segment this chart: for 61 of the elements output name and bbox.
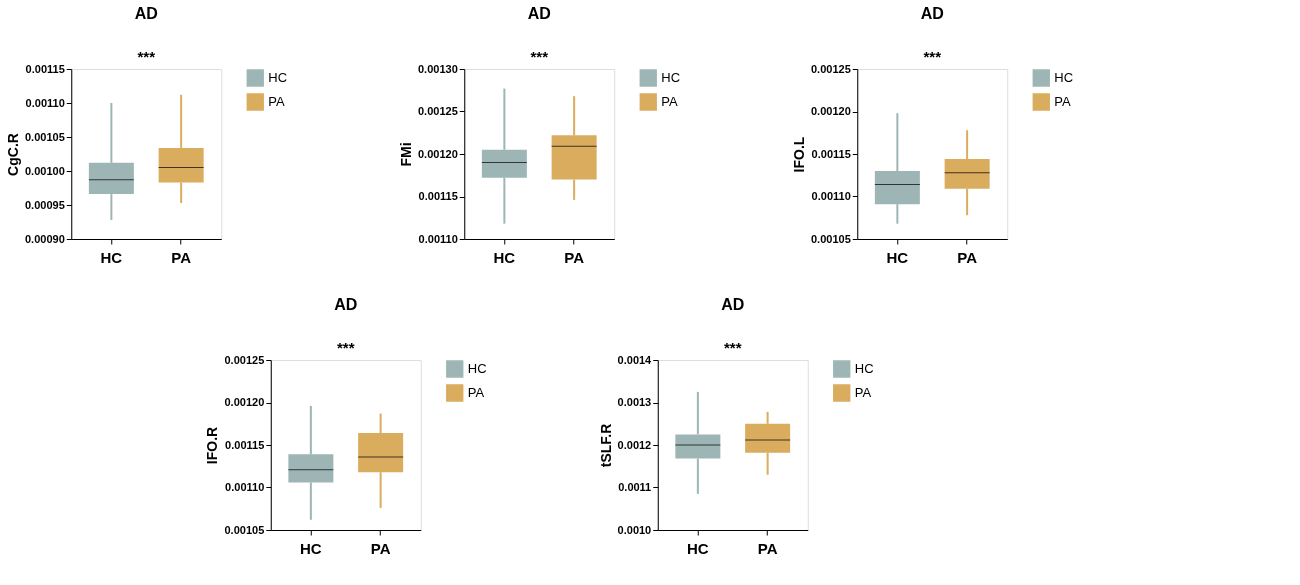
- y-axis-title: FMi: [397, 142, 414, 167]
- x-tick-label: HC: [493, 248, 516, 266]
- y-tick-label: 0.00120: [417, 147, 458, 160]
- y-tick-label: 0.00110: [418, 232, 458, 245]
- legend-label: PA: [467, 385, 485, 400]
- legend-label: HC: [268, 70, 288, 85]
- chart-title: AD: [920, 5, 944, 22]
- text: ***: [530, 48, 549, 65]
- y-tick-label: 0.00115: [25, 62, 65, 75]
- text: ***: [137, 48, 156, 65]
- y-tick-label: 0.00110: [225, 481, 265, 493]
- text: ***: [723, 339, 742, 356]
- y-tick-label: 0.00120: [224, 396, 265, 408]
- y-tick-label: 0.00105: [24, 130, 65, 143]
- legend-label: HC: [1054, 70, 1074, 85]
- y-tick-label: 0.00120: [810, 105, 851, 117]
- y-tick-label: 0.00125: [417, 105, 458, 117]
- y-tick-label: 0.0011: [618, 481, 652, 493]
- chart-title: AD: [334, 296, 358, 313]
- y-tick-label: 0.0014: [617, 353, 653, 366]
- text: ***: [336, 339, 355, 356]
- x-tick-label: HC: [687, 539, 709, 557]
- y-tick-label: 0.00105: [810, 232, 851, 245]
- legend-label: HC: [854, 361, 874, 376]
- y-tick-label: 0.00125: [224, 353, 265, 366]
- x-tick-label: HC: [100, 248, 123, 266]
- y-tick-label: 0.00115: [418, 190, 458, 202]
- y-tick-label: 0.00105: [224, 523, 265, 536]
- chart-title: AD: [721, 296, 745, 313]
- y-tick-label: 0.00095: [24, 198, 65, 211]
- y-tick-label: 0.0013: [617, 396, 652, 408]
- y-axis-title: IFO.R: [204, 426, 221, 465]
- x-tick-label: HC: [886, 248, 909, 266]
- chart-title: AD: [134, 5, 158, 22]
- text: ***: [923, 48, 942, 65]
- y-tick-label: 0.0010: [617, 523, 652, 536]
- y-tick-label: 0.00130: [417, 62, 458, 75]
- y-tick-label: 0.00110: [811, 190, 851, 202]
- legend-label: PA: [661, 94, 678, 109]
- y-tick-label: 0.00125: [810, 62, 851, 75]
- x-tick-label: PA: [370, 539, 391, 557]
- x-tick-label: PA: [757, 539, 778, 557]
- y-axis-title: tSLF.R: [597, 423, 614, 468]
- legend-label: HC: [661, 70, 681, 85]
- y-tick-label: 0.0012: [617, 438, 652, 451]
- legend-label: PA: [854, 385, 872, 400]
- legend-label: PA: [1054, 94, 1071, 109]
- x-tick-label: PA: [171, 248, 192, 266]
- y-tick-label: 0.00110: [25, 96, 65, 109]
- y-tick-label: 0.00090: [24, 232, 65, 245]
- y-axis-title: IFO.L: [790, 136, 807, 173]
- chart-title: AD: [527, 5, 551, 22]
- y-tick-label: 0.00100: [24, 164, 65, 177]
- x-tick-label: HC: [300, 539, 322, 557]
- legend-label: HC: [467, 361, 487, 376]
- legend-label: PA: [268, 94, 285, 109]
- y-tick-label: 0.00115: [225, 438, 265, 451]
- y-axis-title: CgC.R: [4, 133, 21, 176]
- x-tick-label: PA: [957, 248, 978, 266]
- x-tick-label: PA: [564, 248, 585, 266]
- y-tick-label: 0.00115: [811, 147, 851, 160]
